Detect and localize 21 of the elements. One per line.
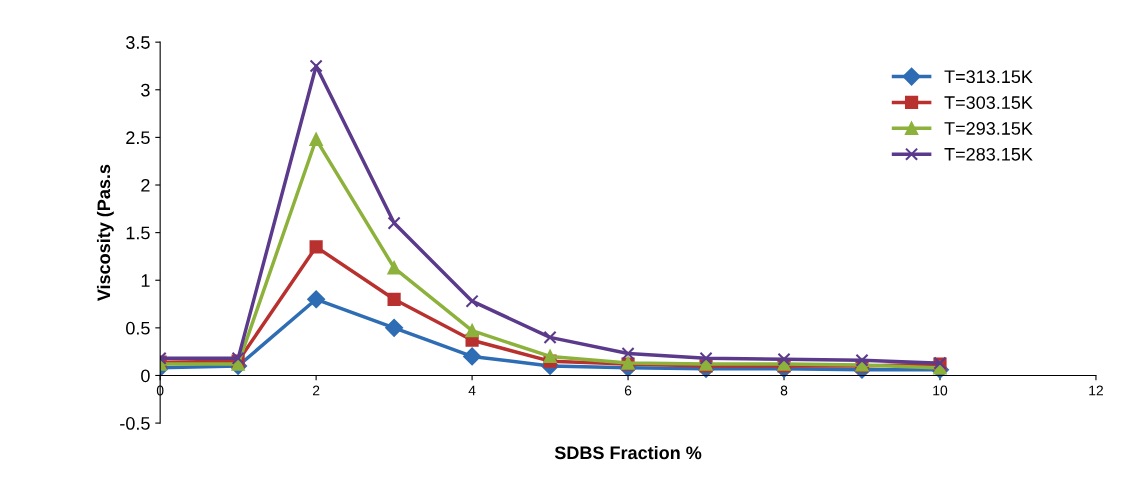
x-tick-label: 10 [933,385,948,396]
x-tick-label: 12 [1089,385,1103,396]
x-tick-label: 2 [312,385,320,396]
y-tick-label: 0 [141,369,150,383]
y-tick-label: 0.5 [126,321,150,335]
y-tick-label: 3.5 [126,36,150,49]
x-tick-label: 4 [468,385,476,396]
y-tick-label: 1.5 [126,226,150,240]
y-tick-label: 2 [141,178,150,192]
y-axis-title: Viscosity (Pas.s [96,164,114,302]
legend-label: T=283.15K [944,147,1033,161]
y-tick-label: 2.5 [126,131,150,145]
y-tick-label: -0.5 [120,417,150,430]
x-axis-title: SDBS Fraction % [554,445,702,460]
legend-label: T=313.15K [944,70,1033,84]
legend-label: T=303.15K [944,96,1033,109]
y-tick-label: 1 [141,274,150,287]
y-tick-label: 3 [141,83,150,97]
x-tick-label: 8 [780,385,788,396]
x-tick-label: 6 [624,385,632,396]
legend-label: T=293.15K [944,122,1033,135]
